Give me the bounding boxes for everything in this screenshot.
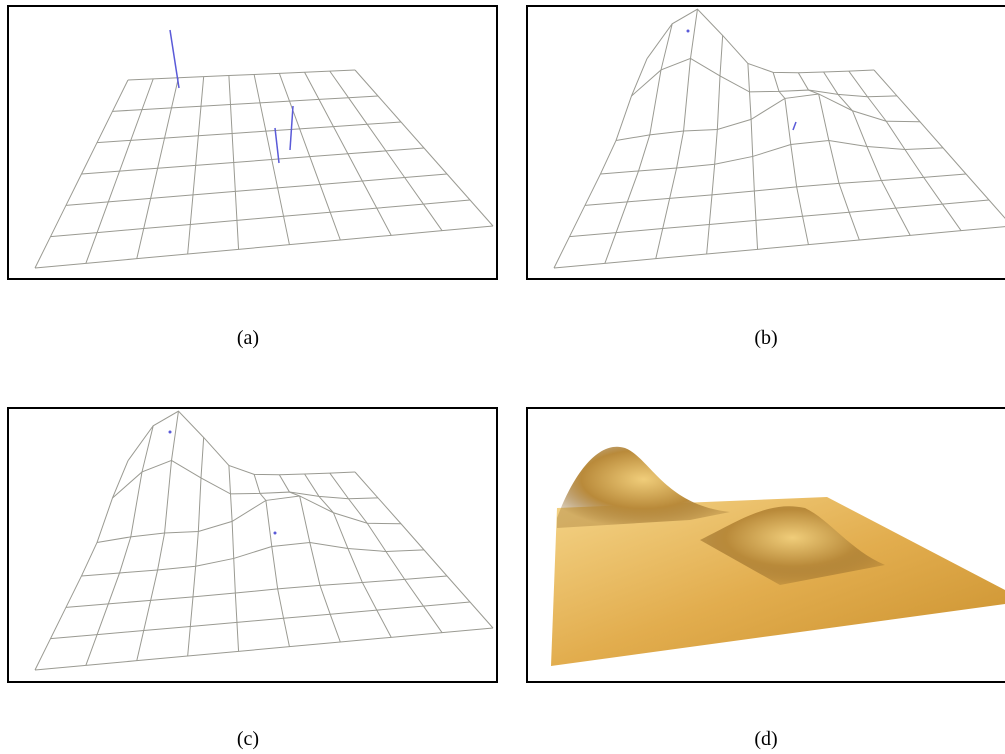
caption: (a) [237, 327, 259, 349]
probe-point [169, 431, 172, 434]
panel-c-frame [8, 408, 497, 682]
probe-point [687, 30, 690, 33]
caption: (c) [237, 728, 259, 750]
caption: (d) [754, 728, 777, 750]
panel-a-frame [8, 6, 497, 279]
page: (a) (b) (c) (d) (() => { const data = JS… [0, 0, 1005, 754]
figure: (a) (b) (c) (d) [0, 0, 1005, 754]
probe-point [274, 532, 277, 535]
panel-b-frame [527, 6, 1005, 279]
caption: (b) [754, 327, 777, 349]
